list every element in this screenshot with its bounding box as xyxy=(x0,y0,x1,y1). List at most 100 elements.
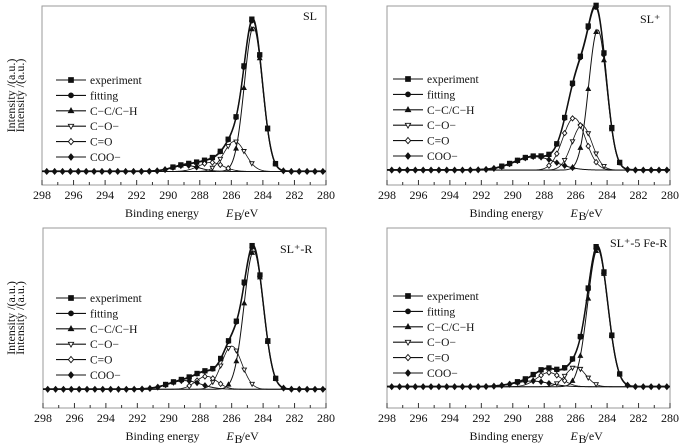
component-point-0 xyxy=(272,375,279,381)
baseline-point xyxy=(154,383,161,391)
baseline-point xyxy=(51,167,58,176)
fitting-point xyxy=(569,357,575,363)
x-tick-label: 280 xyxy=(661,188,679,202)
experiment-curve xyxy=(43,244,326,390)
fitting-point xyxy=(249,18,254,24)
legend-marker-diamond-open xyxy=(67,355,75,364)
component-point-3 xyxy=(202,382,208,389)
legend-marker-triangle-down-open xyxy=(404,339,412,347)
x-axis-label: Binding energy xyxy=(125,206,199,220)
component-point-2 xyxy=(577,122,584,129)
component-point-2 xyxy=(217,380,224,388)
baseline-point xyxy=(663,383,670,391)
fitting-point xyxy=(202,368,208,374)
legend-label: C−C/C−H xyxy=(90,106,137,118)
baseline-point xyxy=(75,167,82,176)
component-point-1 xyxy=(249,381,256,388)
fitting-point xyxy=(225,339,231,345)
legend-label: C−C/C−H xyxy=(427,105,474,117)
baseline-point xyxy=(114,167,121,176)
baseline-point xyxy=(131,385,138,393)
x-tick-label: 296 xyxy=(65,188,83,202)
panel-title: SL⁺-5 Fe-R xyxy=(610,236,667,250)
baseline-point xyxy=(311,385,319,393)
component-point-0 xyxy=(577,352,584,358)
baseline-point xyxy=(435,383,442,391)
x-axis-subscript: B xyxy=(579,209,587,223)
component-point-1 xyxy=(240,149,247,155)
component-point-0 xyxy=(577,144,584,150)
baseline-point xyxy=(655,383,663,391)
component-point-3 xyxy=(178,162,184,170)
component-point-0 xyxy=(585,295,592,301)
baseline-point xyxy=(67,167,74,176)
x-tick-label: 292 xyxy=(128,411,146,425)
component-point-0 xyxy=(616,159,623,166)
baseline-point xyxy=(498,381,505,390)
component-curve-1 xyxy=(43,345,326,390)
component-point-3 xyxy=(162,381,169,389)
baseline-point xyxy=(624,165,631,174)
component-point-2 xyxy=(225,164,231,172)
baseline-point xyxy=(640,166,647,174)
legend-marker-diamond-open xyxy=(404,136,412,145)
component-point-2 xyxy=(538,371,544,379)
component-point-1 xyxy=(585,131,592,137)
component-point-1 xyxy=(225,144,232,150)
baseline-point xyxy=(420,166,427,174)
baseline-point xyxy=(130,167,137,176)
component-point-3 xyxy=(561,162,568,169)
component-point-1 xyxy=(209,165,216,172)
baseline-point xyxy=(467,383,474,391)
component-point-0 xyxy=(608,125,615,132)
baseline-point xyxy=(632,383,639,391)
fitting-point xyxy=(193,160,199,166)
component-point-2 xyxy=(546,162,552,169)
baseline-point xyxy=(162,166,169,174)
component-point-2 xyxy=(546,369,552,376)
component-point-1 xyxy=(569,365,576,372)
legend-marker-diamond-filled xyxy=(67,153,75,161)
x-tick-label: 298 xyxy=(378,188,396,202)
fitting-point xyxy=(577,335,583,340)
legend-marker-triangle-down-open xyxy=(67,341,75,349)
panel-title: SL xyxy=(303,9,317,23)
legend-label: C−O− xyxy=(90,339,119,351)
x-axis-symbol: E xyxy=(570,206,579,220)
baseline-point xyxy=(640,383,647,391)
baseline-point xyxy=(68,385,75,393)
legend-marker-diamond-filled xyxy=(404,152,412,160)
baseline-point xyxy=(483,165,490,173)
baseline-point xyxy=(396,383,403,391)
fitting-point xyxy=(241,64,247,70)
component-point-2 xyxy=(202,373,208,380)
component-point-3 xyxy=(185,162,192,169)
component-point-0 xyxy=(257,274,263,280)
component-point-3 xyxy=(538,154,544,161)
x-tick-label: 296 xyxy=(409,188,427,202)
x-tick-label: 296 xyxy=(65,411,83,425)
baseline-point xyxy=(443,383,450,391)
component-point-0 xyxy=(593,247,600,253)
panel-title: SL⁺-R xyxy=(280,242,312,256)
baseline-point xyxy=(632,166,639,174)
x-tick-label: 282 xyxy=(630,188,648,202)
legend-label: fitting xyxy=(90,90,118,102)
x-tick-label: 286 xyxy=(567,411,585,425)
component-point-2 xyxy=(593,158,599,166)
component-point-3 xyxy=(506,160,513,168)
component-point-0 xyxy=(225,381,232,387)
baseline-point xyxy=(59,167,66,176)
baseline-point xyxy=(138,167,145,175)
component-point-0 xyxy=(608,332,615,339)
fitting-point xyxy=(249,245,255,250)
fitting-point xyxy=(601,52,607,57)
component-point-0 xyxy=(569,377,576,383)
baseline-point xyxy=(319,167,326,176)
component-point-1 xyxy=(593,151,600,157)
baseline-point xyxy=(52,385,59,393)
fitting-point xyxy=(546,152,552,158)
legend-label: fitting xyxy=(427,306,455,318)
baseline-point xyxy=(490,382,497,390)
